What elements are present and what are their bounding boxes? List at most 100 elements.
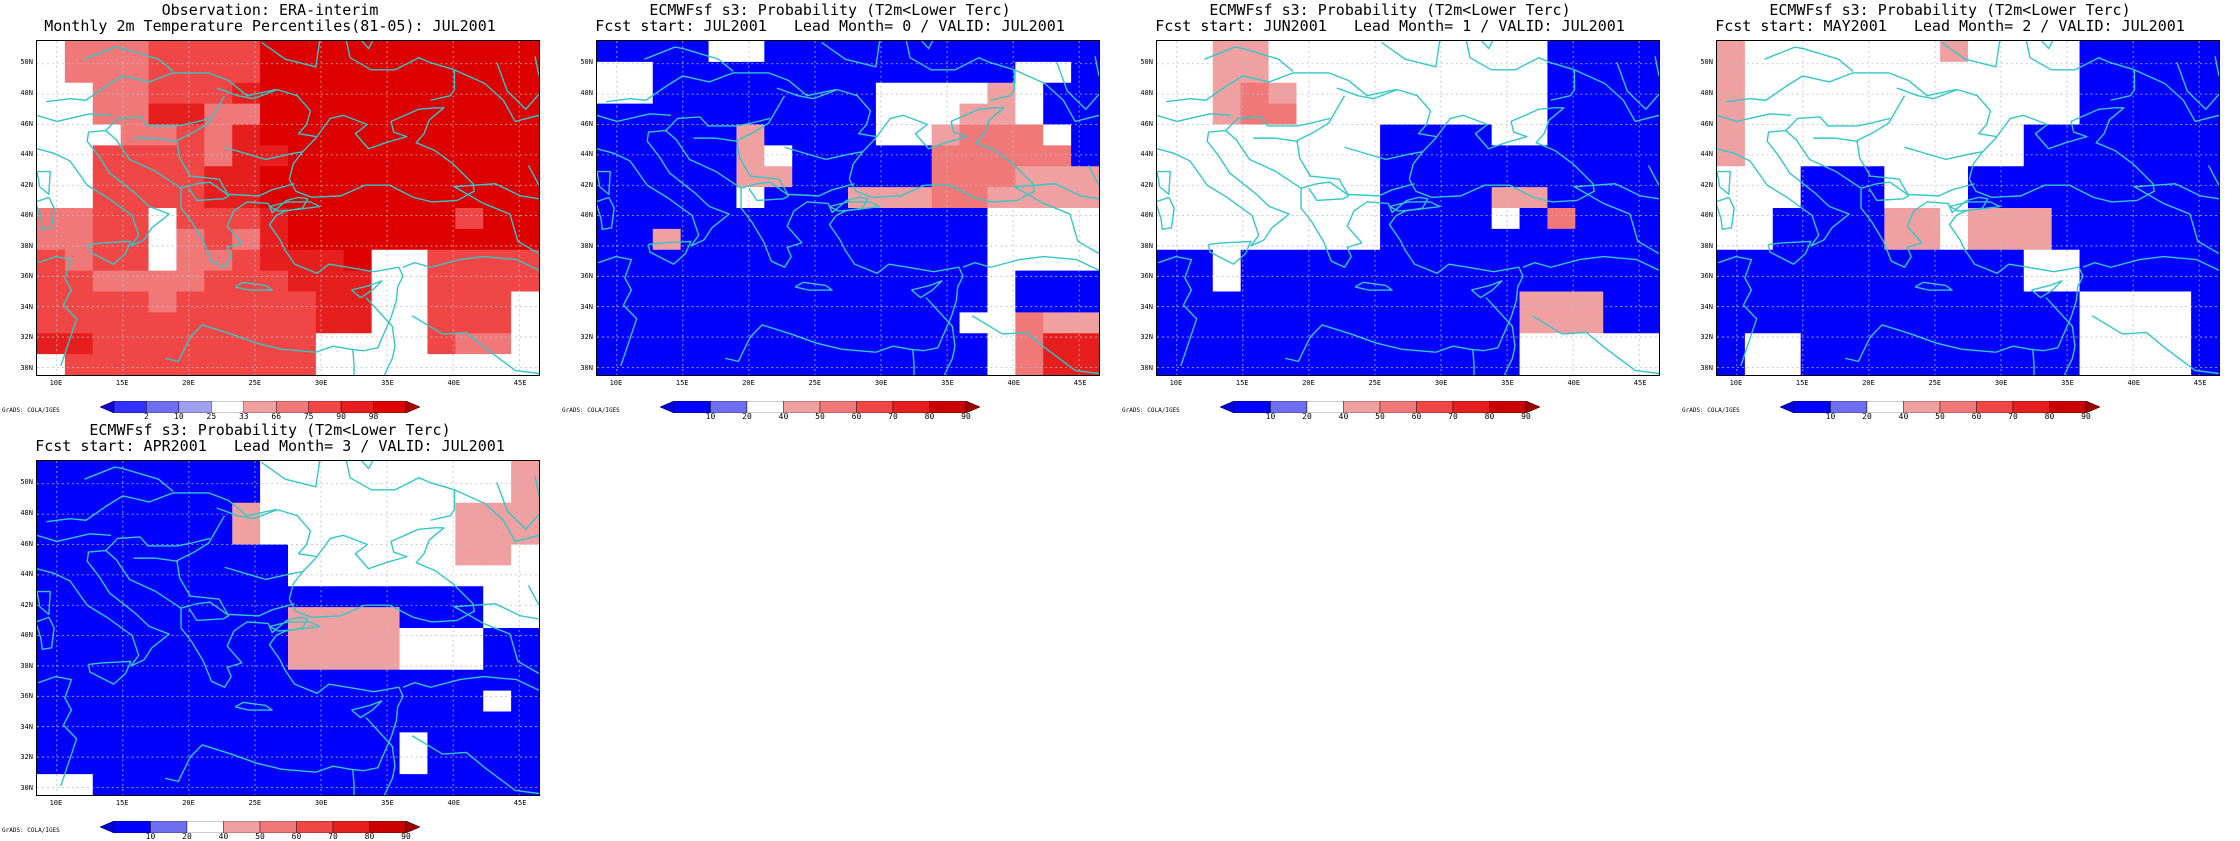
- grid-cell: [399, 333, 429, 355]
- grid-cell: [260, 291, 289, 313]
- coastline: [1471, 280, 1503, 299]
- grid-cell: [1603, 208, 1632, 230]
- grid-cell: [260, 312, 289, 334]
- grid-cell: [1828, 291, 1858, 313]
- grid-cell: [37, 607, 66, 629]
- grid-cell: [37, 249, 66, 272]
- coastline: [1616, 62, 1659, 110]
- grid-cell: [848, 249, 877, 272]
- grid-cell: [1631, 208, 1659, 230]
- grid-cell: [399, 481, 429, 504]
- grid-cell: [1603, 187, 1632, 209]
- coastline: [180, 601, 295, 617]
- grid-cell: [1212, 270, 1242, 293]
- grid-cell: [427, 354, 456, 375]
- grid-cell: [204, 166, 233, 188]
- grid-cell: [1268, 187, 1298, 209]
- grid-cell: [176, 103, 205, 126]
- grid-cell: [343, 711, 373, 733]
- grid-cell: [875, 333, 905, 355]
- grid-cell: [1519, 61, 1549, 84]
- grid-cell: [92, 565, 122, 587]
- grid-cell: [2191, 354, 2219, 375]
- grid-cell: [511, 607, 539, 629]
- grid-cell: [1717, 187, 1746, 209]
- grid-cell: [875, 41, 905, 63]
- grid-cell: [371, 628, 401, 650]
- coastline: [38, 675, 78, 787]
- latitude-label: 34N: [1140, 302, 1153, 311]
- longitude-label: 45E: [513, 799, 527, 807]
- grid-cell: [1212, 82, 1242, 105]
- grid-cell: [511, 565, 539, 587]
- coastline: [365, 717, 396, 795]
- grid-cell: [624, 333, 654, 355]
- grid-cell: [2135, 270, 2164, 293]
- grid-cell: [2051, 82, 2081, 105]
- grid-cell: [1015, 41, 1044, 63]
- grid-cell: [148, 228, 178, 251]
- grid-cell: [260, 354, 289, 375]
- grid-cell: [2191, 41, 2219, 63]
- grid-cell: [371, 607, 401, 629]
- grid-cell: [1043, 228, 1072, 251]
- grid-cell: [1995, 354, 2025, 375]
- grid-cell: [2135, 312, 2164, 334]
- coastline: [288, 107, 475, 203]
- coastline: [37, 590, 51, 616]
- grid-cell: [1212, 333, 1242, 355]
- grid-cell: [1352, 145, 1381, 167]
- longitude-label: 35E: [381, 799, 394, 807]
- grid-cell: [2163, 208, 2192, 230]
- grid-cell: [987, 249, 1016, 272]
- grid-cell: [1184, 166, 1214, 188]
- grid-cell: [1575, 333, 1604, 355]
- grid-cell: [1547, 249, 1576, 272]
- longitude-label: 35E: [2061, 379, 2074, 387]
- grid-cell: [848, 333, 877, 355]
- grid-cell: [399, 586, 429, 608]
- grid-cell: [2079, 41, 2109, 63]
- grid-cell: [1043, 41, 1072, 63]
- grid-cell: [399, 103, 429, 126]
- coastline: [1896, 87, 1998, 138]
- coastline: [1056, 62, 1099, 110]
- coastline: [1855, 95, 1906, 142]
- latitude-label: 48N: [580, 88, 593, 97]
- grid-cell: [511, 187, 539, 209]
- grid-cell: [987, 208, 1016, 230]
- grid-cell: [483, 732, 512, 754]
- grid-cell: [148, 187, 178, 209]
- grid-cell: [92, 82, 122, 105]
- grid-cell: [371, 82, 401, 105]
- latitude-label: 42N: [1140, 180, 1153, 189]
- grid-cell: [1015, 124, 1044, 146]
- grid-cell: [2079, 208, 2109, 230]
- grid-cell: [37, 628, 66, 650]
- coastline: [527, 165, 539, 186]
- grid-cell: [792, 103, 821, 126]
- grid-cell: [1435, 145, 1465, 167]
- coastline: [411, 735, 539, 795]
- panel-subtitle: Monthly 2m Temperature Percentiles(81-05…: [44, 17, 496, 35]
- grid-cell: [120, 354, 150, 375]
- grid-cell: [176, 690, 205, 713]
- coastline: [1717, 113, 1792, 123]
- grid-cell: [37, 648, 66, 671]
- grid-cell: [315, 711, 345, 733]
- grid-cell: [1995, 145, 2025, 167]
- grid-cell: [1352, 333, 1381, 355]
- grid-cell: [288, 61, 317, 84]
- grid-cell: [92, 481, 122, 504]
- coastline: [1225, 116, 1331, 132]
- grid-cell: [1015, 291, 1044, 313]
- grid-cell: [343, 544, 373, 566]
- grid-cell: [204, 291, 233, 313]
- grid-cell: [1408, 312, 1437, 334]
- grid-cell: [204, 711, 233, 733]
- grid-cell: [2107, 41, 2136, 63]
- latitude-label: 40N: [580, 211, 593, 220]
- grid-cell: [875, 208, 905, 230]
- grid-cell: [455, 333, 484, 355]
- grid-cell: [64, 669, 94, 692]
